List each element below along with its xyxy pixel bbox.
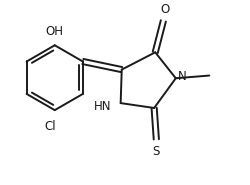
Text: OH: OH (46, 25, 64, 38)
Text: S: S (153, 145, 160, 158)
Text: Cl: Cl (44, 120, 56, 133)
Text: O: O (160, 3, 170, 16)
Text: N: N (178, 70, 186, 83)
Text: HN: HN (94, 100, 111, 113)
